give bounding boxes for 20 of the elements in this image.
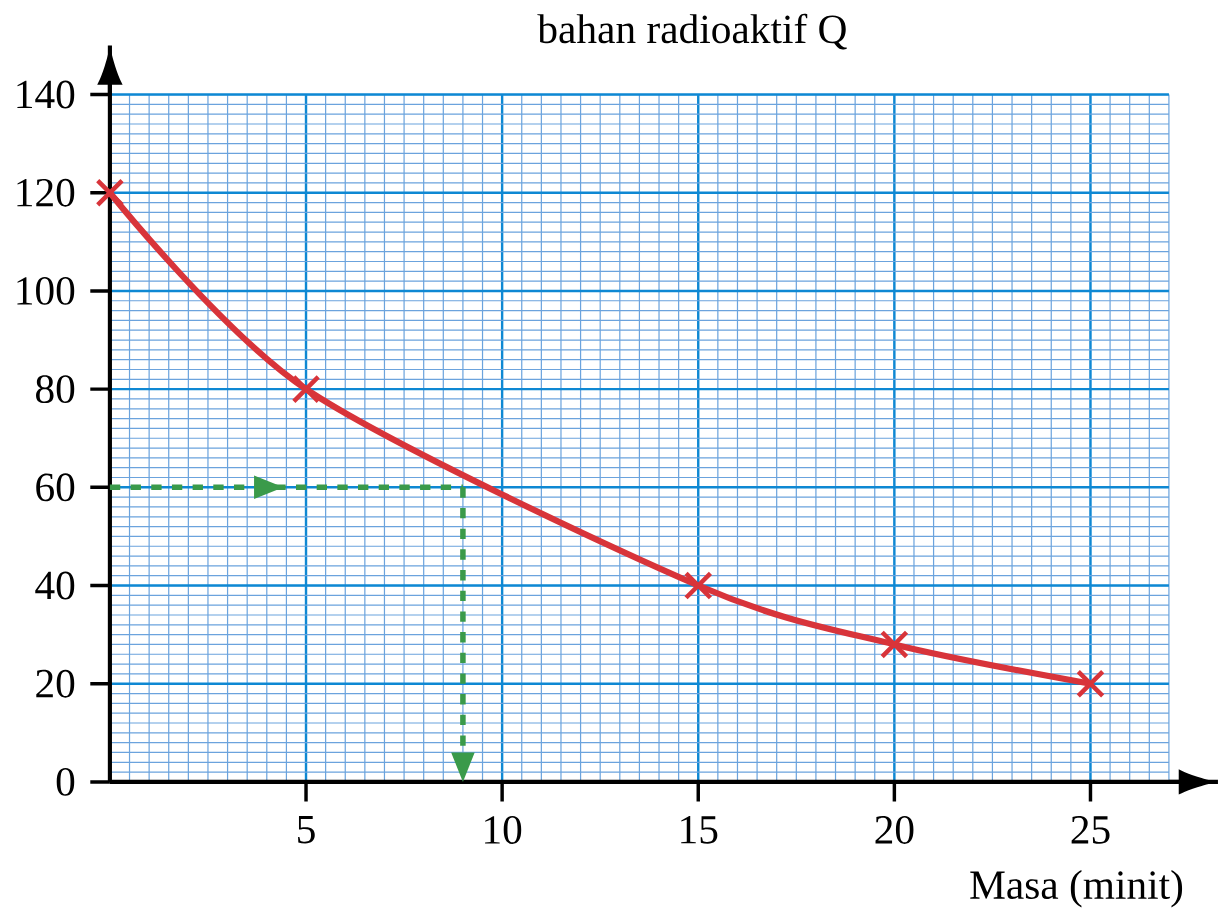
x-tick-label: 5 — [298, 815, 315, 844]
y-tick-label: 40 — [35, 571, 75, 600]
y-tick-label: 60 — [36, 473, 75, 502]
y-tick-label: 80 — [36, 375, 75, 403]
x-tick-label: 20 — [875, 815, 914, 844]
y-tick-label: 120 — [17, 178, 75, 207]
x-tick-label: 25 — [1071, 815, 1110, 844]
x-tick-label: 10 — [485, 815, 522, 844]
chart-title: bahan radioaktif Q — [537, 13, 847, 50]
point — [95, 178, 125, 208]
x-axis-title: Masa (minit) — [970, 869, 1183, 908]
point — [683, 571, 713, 600]
x-tick-label: 15 — [681, 815, 718, 844]
point — [291, 374, 321, 404]
point — [1076, 669, 1105, 699]
y-tick-label: 20 — [36, 669, 75, 698]
y-tick-label: 140 — [17, 80, 75, 109]
point — [879, 629, 909, 659]
y-tick-label: 100 — [17, 276, 75, 305]
y-tick-label: 0 — [56, 767, 75, 796]
